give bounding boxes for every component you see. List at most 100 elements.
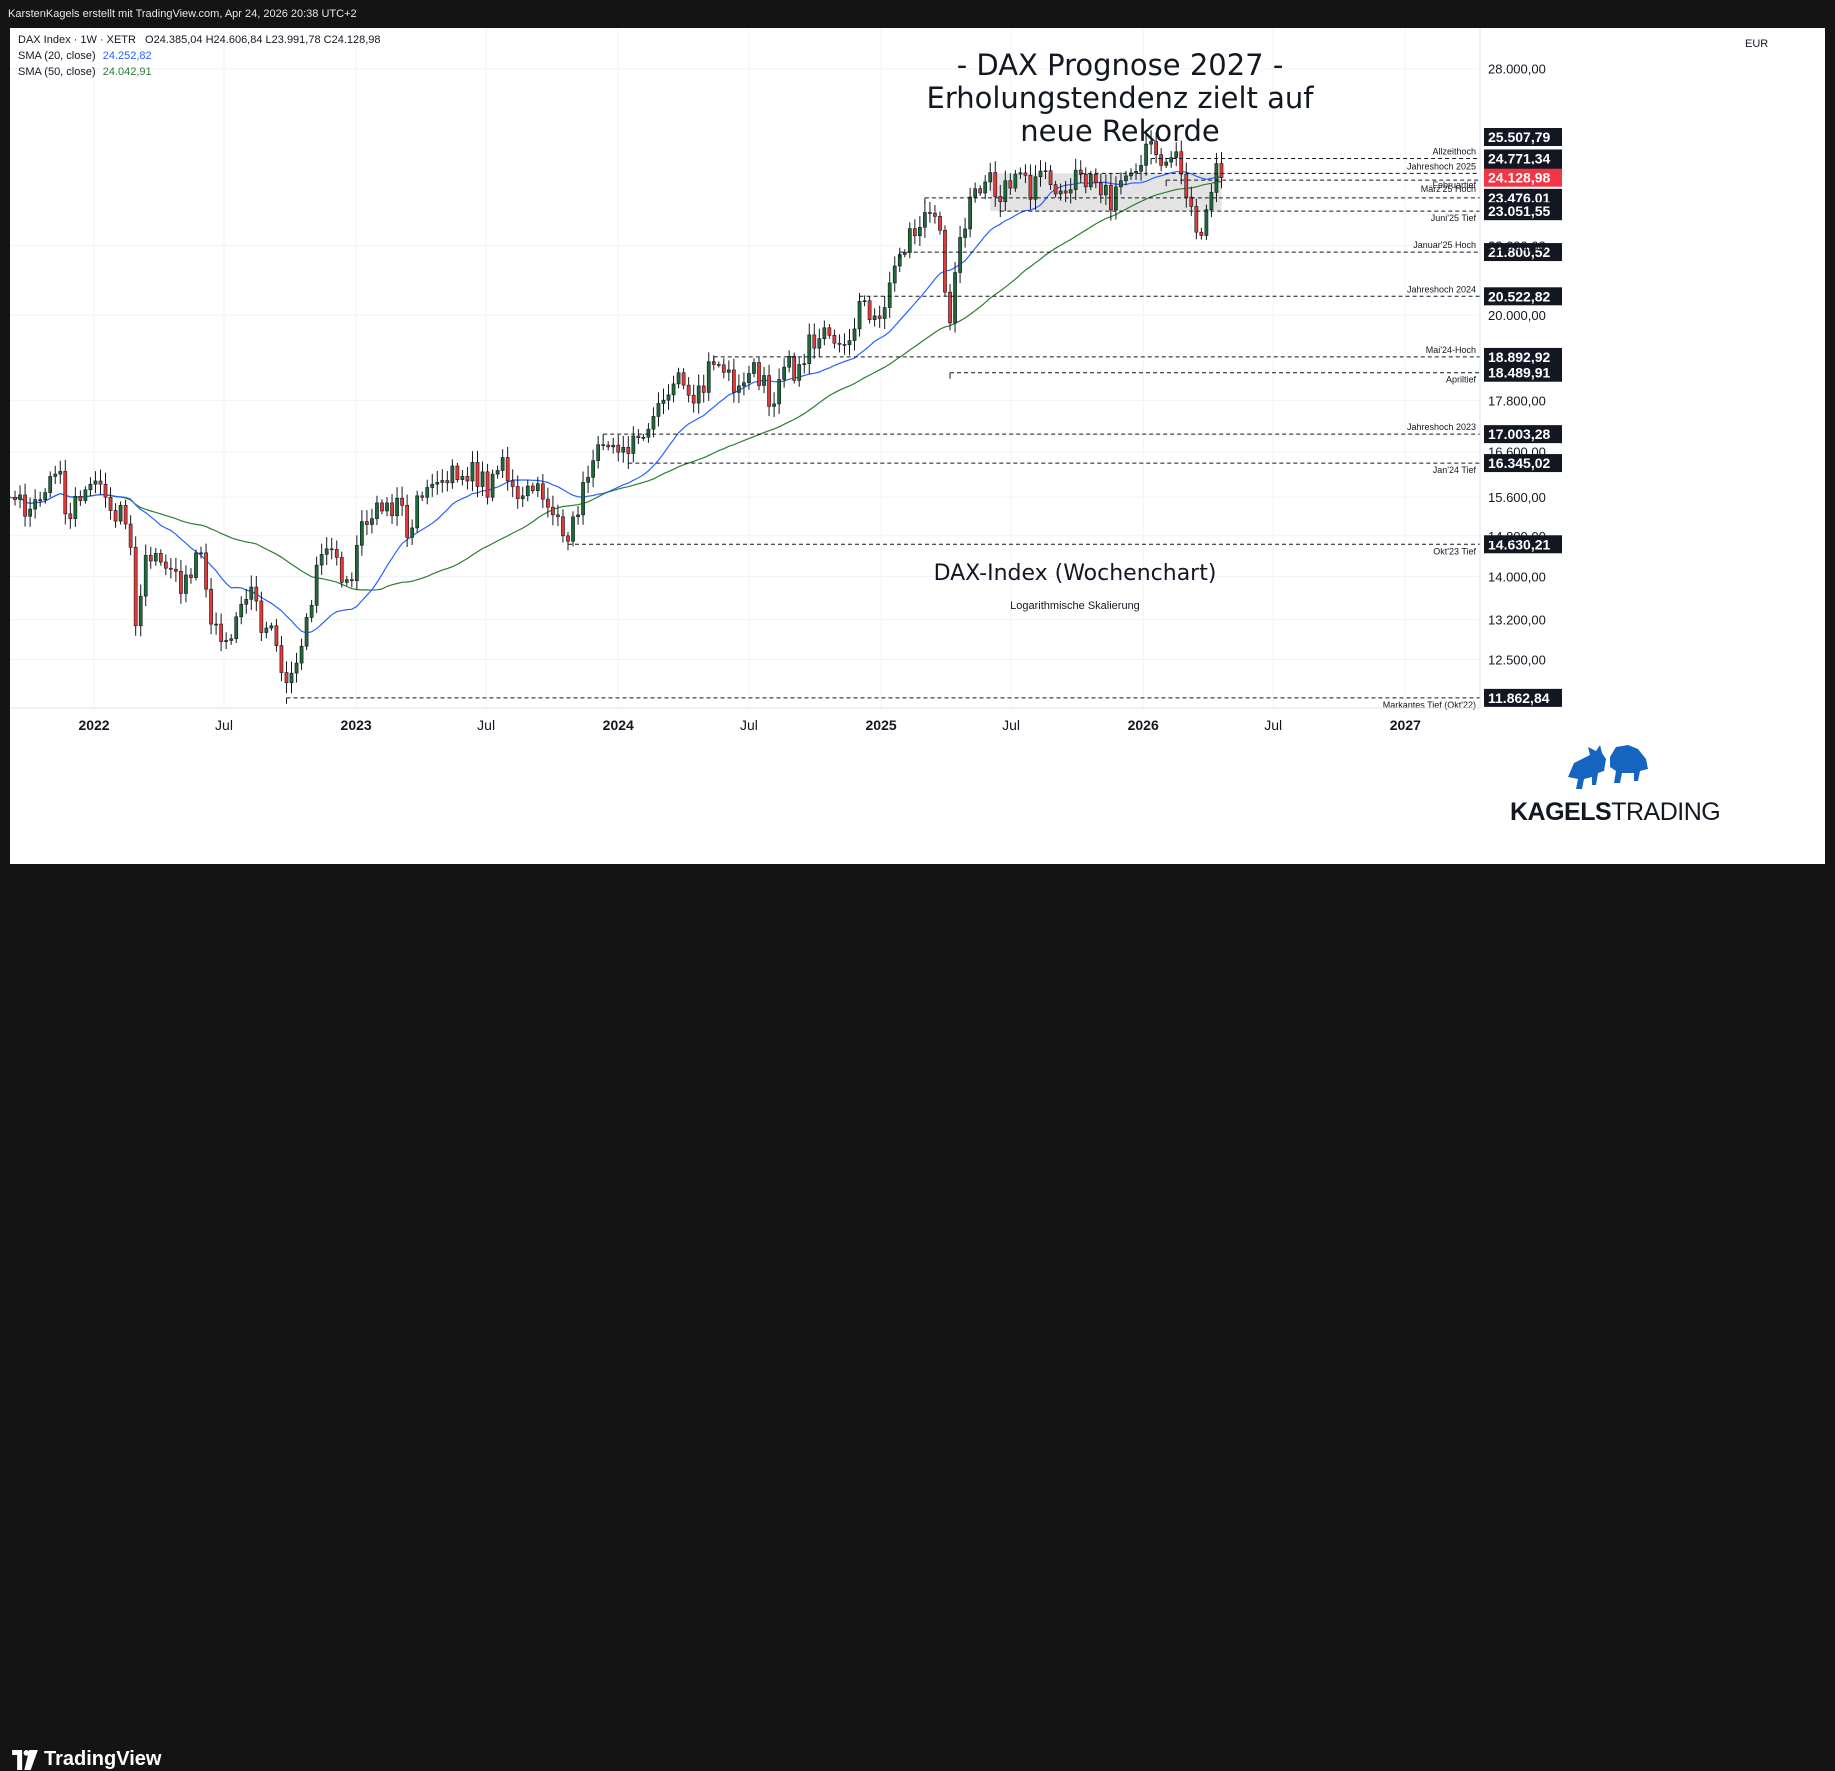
candle-up bbox=[460, 476, 465, 480]
candle bbox=[460, 470, 465, 486]
candle-down bbox=[475, 462, 480, 487]
candle-down bbox=[1199, 231, 1204, 236]
candle bbox=[68, 502, 73, 529]
candle-down bbox=[163, 561, 168, 569]
candle-up bbox=[671, 383, 676, 396]
candle-up bbox=[314, 564, 319, 606]
candle bbox=[113, 503, 118, 528]
candle-up bbox=[1144, 143, 1148, 166]
candle-down bbox=[732, 369, 736, 393]
level-price-tag bbox=[1484, 425, 1562, 444]
candle-down bbox=[380, 502, 384, 512]
candle bbox=[792, 352, 797, 384]
candle bbox=[551, 495, 555, 526]
sma20-value: 24.252,82 bbox=[102, 50, 152, 62]
candle bbox=[1159, 148, 1164, 172]
candle-up bbox=[752, 362, 756, 374]
time-tick-label: 2025 bbox=[866, 717, 897, 733]
candle-up bbox=[596, 444, 601, 461]
level-label: Juni'25 Tief bbox=[1431, 213, 1477, 223]
legend-sma50-row[interactable]: SMA (50, close) 24.042,91 bbox=[18, 66, 152, 78]
candle bbox=[28, 497, 32, 527]
candle-up bbox=[430, 483, 435, 488]
legend-sma20-row[interactable]: SMA (20, close) 24.252,82 bbox=[18, 50, 152, 62]
candle bbox=[209, 578, 213, 635]
candle bbox=[204, 543, 208, 598]
level-price-text: 17.003,28 bbox=[1488, 426, 1550, 442]
candle bbox=[93, 471, 98, 494]
candle bbox=[475, 450, 480, 498]
candle-up bbox=[88, 483, 93, 491]
time-axis: 2022 Jul 2023 Jul 2024 Jul 2025 Jul 2026 Jul 2027 bbox=[10, 707, 1480, 733]
candle bbox=[495, 465, 500, 479]
chart-title: - DAX Prognose 2027 - Erholungstendenz z… bbox=[880, 48, 1360, 178]
candle-up bbox=[872, 315, 877, 320]
candle bbox=[354, 535, 359, 590]
time-tick-label: Jul bbox=[740, 717, 758, 733]
candle-down bbox=[274, 625, 279, 646]
candle bbox=[556, 504, 560, 526]
candle bbox=[1209, 184, 1214, 218]
candle bbox=[842, 333, 847, 355]
candle bbox=[1033, 165, 1038, 210]
time-tick-label: Jul bbox=[1002, 717, 1020, 733]
candle-up bbox=[375, 502, 379, 519]
level-label: Mai'24-Hoch bbox=[1426, 345, 1476, 355]
candle-down bbox=[1028, 174, 1033, 200]
candle bbox=[1164, 159, 1169, 168]
candle-up bbox=[234, 616, 239, 640]
candle-up bbox=[581, 482, 585, 516]
candle bbox=[530, 482, 535, 494]
time-tick-label: 2023 bbox=[341, 717, 372, 733]
candle bbox=[983, 175, 988, 200]
currency-label[interactable]: EUR bbox=[1745, 38, 1769, 50]
candle-up bbox=[973, 188, 978, 198]
candle bbox=[973, 182, 978, 203]
candle bbox=[43, 488, 48, 504]
candle bbox=[1013, 169, 1018, 192]
candle bbox=[737, 374, 741, 403]
candle bbox=[470, 451, 475, 492]
level-price-tag bbox=[1484, 535, 1562, 554]
candle-up bbox=[1204, 209, 1209, 236]
candle-up bbox=[988, 172, 993, 183]
candle-up bbox=[1103, 185, 1108, 196]
candle bbox=[1023, 164, 1028, 184]
candle bbox=[123, 499, 128, 530]
candle bbox=[601, 439, 606, 451]
candle-down bbox=[365, 521, 369, 525]
candle-up bbox=[229, 638, 234, 641]
tradingview-icon bbox=[12, 1749, 38, 1770]
candle-down bbox=[606, 444, 611, 448]
candle bbox=[938, 211, 942, 235]
top-bar: KarstenKagels erstellt mit TradingView.c… bbox=[0, 0, 1835, 28]
candle-down bbox=[601, 444, 606, 446]
candle-up bbox=[857, 301, 862, 330]
candle bbox=[953, 261, 957, 333]
candle-up bbox=[410, 527, 415, 538]
price-tick-label: 17.800,00 bbox=[1488, 394, 1546, 409]
sma20-label: SMA (20, close) bbox=[18, 50, 96, 62]
candle bbox=[435, 470, 440, 495]
time-tick-label: 2026 bbox=[1128, 717, 1159, 733]
candle bbox=[1093, 168, 1098, 189]
candle-down bbox=[827, 327, 832, 336]
candle-down bbox=[1053, 184, 1058, 195]
candle-up bbox=[772, 403, 776, 407]
candle-up bbox=[324, 548, 329, 555]
candle-up bbox=[385, 502, 389, 512]
kagels-trading-logo: KAGELSTRADING bbox=[1510, 733, 1750, 833]
candle-up bbox=[294, 662, 299, 674]
candle-up bbox=[470, 462, 475, 482]
candle-up bbox=[239, 603, 244, 618]
candle bbox=[636, 429, 641, 445]
level-price-text: 24.771,34 bbox=[1488, 150, 1550, 166]
tradingview-logo[interactable]: TradingView bbox=[12, 1748, 161, 1771]
candle-up bbox=[958, 237, 962, 273]
candle bbox=[78, 490, 83, 506]
candle bbox=[807, 323, 812, 375]
candle-down bbox=[540, 483, 545, 500]
candle-down bbox=[1023, 172, 1028, 176]
